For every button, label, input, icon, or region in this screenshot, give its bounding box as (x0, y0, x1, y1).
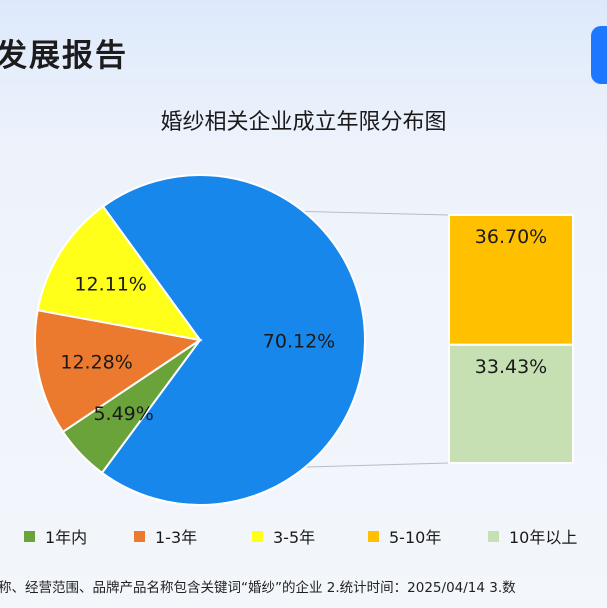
pie-slice-2 (34, 309, 203, 434)
legend-label: 10年以上 (509, 528, 578, 547)
legend-label: 1年内 (45, 528, 88, 547)
legend-swatch (24, 530, 35, 542)
page-title: 发展报告 (0, 38, 128, 74)
legend-label: 5-10年 (389, 528, 442, 547)
chart-legend: 1年内 1-3年 3-5年 5-10年 10年以上 (0, 524, 607, 548)
legend-swatch (134, 530, 145, 542)
legend-swatch (252, 530, 263, 542)
breakdown-segment-1 (448, 343, 574, 464)
pie-slice-0 (100, 174, 366, 506)
pie-slice-label-1: 5.49% (93, 403, 153, 425)
chart-title: 婚纱相关企业成立年限分布图 (160, 110, 447, 135)
legend-item-3: 5-10年 (368, 524, 441, 548)
legend-label: 3-5年 (273, 528, 316, 547)
legend-item-1: 1-3年 (134, 524, 197, 548)
legend-item-4: 10年以上 (488, 524, 577, 548)
breakdown-segment-0 (448, 214, 574, 346)
pie-slice-3 (36, 205, 203, 342)
legend-swatch (368, 530, 379, 542)
app-badge-icon (591, 26, 607, 84)
pie-slice-label-3: 12.11% (74, 274, 146, 296)
legend-item-0: 1年内 (24, 524, 87, 548)
breakdown-segment-label-0: 36.70% (475, 226, 547, 248)
pie-slice-label-2: 12.28% (60, 351, 132, 373)
pie-of-bar-chart: 70.12% 5.49% 12.28% 12.11% 36.70% 33.43% (34, 174, 574, 506)
footnote: 称、经营范围、品牌产品名称包含关键词“婚纱”的企业 2.统计时间：2025/04… (0, 580, 516, 596)
legend-swatch (488, 530, 499, 542)
legend-item-2: 3-5年 (252, 524, 315, 548)
pie-slice-label-0: 70.12% (263, 330, 335, 352)
legend-label: 1-3年 (155, 528, 198, 547)
breakdown-segment-label-1: 33.43% (475, 356, 547, 378)
